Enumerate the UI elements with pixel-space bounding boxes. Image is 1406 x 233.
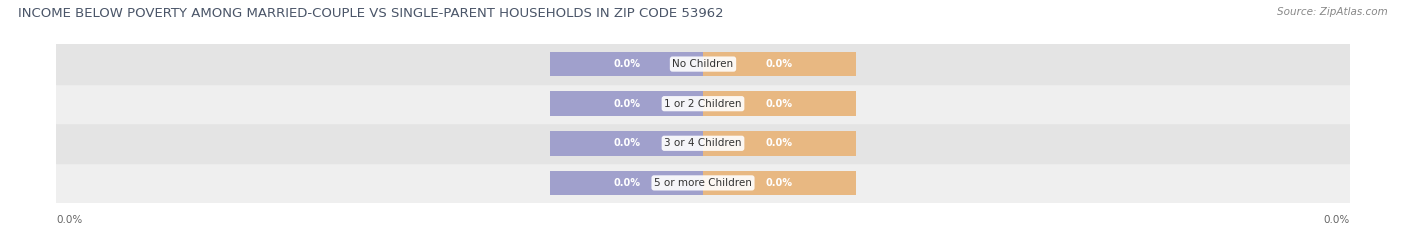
Bar (56, 44, 1350, 84)
Text: 0.0%: 0.0% (613, 178, 640, 188)
Bar (703, 91, 856, 116)
Text: Source: ZipAtlas.com: Source: ZipAtlas.com (1277, 7, 1388, 17)
Text: No Children: No Children (672, 59, 734, 69)
Bar (56, 84, 1350, 123)
Bar (550, 91, 703, 116)
Text: 0.0%: 0.0% (766, 99, 793, 109)
Text: 0.0%: 0.0% (766, 138, 793, 148)
Text: INCOME BELOW POVERTY AMONG MARRIED-COUPLE VS SINGLE-PARENT HOUSEHOLDS IN ZIP COD: INCOME BELOW POVERTY AMONG MARRIED-COUPL… (18, 7, 724, 20)
Bar (56, 123, 1350, 163)
Text: 0.0%: 0.0% (613, 99, 640, 109)
Text: 0.0%: 0.0% (613, 138, 640, 148)
Text: 1 or 2 Children: 1 or 2 Children (664, 99, 742, 109)
Text: 0.0%: 0.0% (613, 59, 640, 69)
Bar (703, 131, 856, 156)
Text: 3 or 4 Children: 3 or 4 Children (664, 138, 742, 148)
Text: 5 or more Children: 5 or more Children (654, 178, 752, 188)
Text: 0.0%: 0.0% (1323, 215, 1350, 225)
Bar (56, 163, 1350, 203)
Bar (550, 131, 703, 156)
Text: 0.0%: 0.0% (766, 178, 793, 188)
Bar (703, 171, 856, 195)
Bar (550, 171, 703, 195)
Text: 0.0%: 0.0% (56, 215, 83, 225)
Bar (550, 52, 703, 76)
Bar (703, 52, 856, 76)
Text: 0.0%: 0.0% (766, 59, 793, 69)
